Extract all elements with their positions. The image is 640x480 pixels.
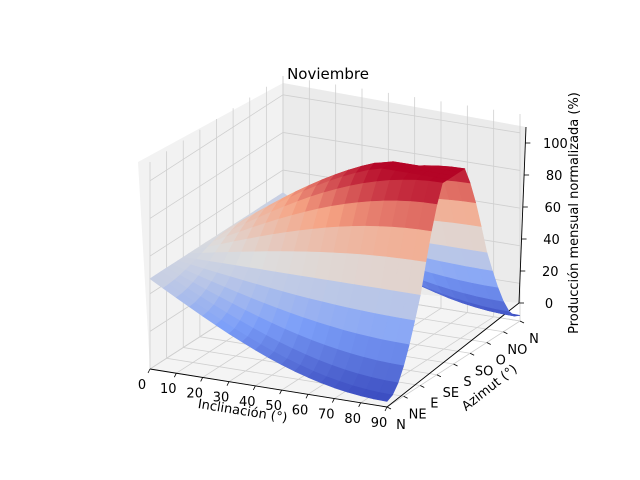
x-tick-mark bbox=[384, 406, 388, 412]
y-tick-label: SO bbox=[475, 364, 493, 379]
x-tick-label: 90 bbox=[371, 416, 388, 431]
x-tick-mark bbox=[147, 368, 151, 374]
y-tick-mark bbox=[420, 385, 425, 388]
y-tick-label: N bbox=[396, 418, 406, 433]
x-tick-label: 60 bbox=[292, 403, 309, 418]
y-tick-label: E bbox=[430, 397, 438, 412]
x-tick-mark bbox=[173, 373, 177, 378]
x-tick-label: 50 bbox=[265, 399, 282, 414]
x-tick-mark bbox=[226, 381, 230, 386]
z-axis-label: Producción mensual normalizada (%) bbox=[567, 92, 582, 334]
axis-edges bbox=[149, 126, 527, 408]
tick-labels: 0 10 20 30 40 50 60 70 80 90 NNEESESSOONON02040608… bbox=[138, 137, 568, 433]
x-tick-label: 10 bbox=[160, 382, 177, 397]
x-tick-label: 20 bbox=[186, 386, 203, 401]
x-tick-mark bbox=[279, 389, 283, 395]
y-tick-mark bbox=[503, 331, 508, 335]
x-tick-label: 40 bbox=[239, 395, 256, 410]
x-tick-label: 70 bbox=[318, 408, 335, 423]
y-tick-mark bbox=[519, 320, 525, 324]
x-tick-label: 30 bbox=[213, 391, 230, 406]
z-tick-label: 0 bbox=[545, 297, 553, 312]
z-tick-label: 80 bbox=[546, 169, 563, 184]
y-tick-label: S bbox=[463, 375, 471, 390]
y-tick-label: O bbox=[496, 354, 506, 369]
y-tick-mark bbox=[469, 352, 475, 356]
x-tick-mark bbox=[305, 394, 309, 399]
y-tick-mark bbox=[403, 395, 408, 399]
x-tick-mark bbox=[200, 377, 204, 382]
z-tick-label: 100 bbox=[543, 137, 568, 152]
surface-patch bbox=[373, 392, 394, 402]
chart-title: Noviembre bbox=[287, 65, 369, 83]
z-tick-label: 20 bbox=[542, 265, 559, 280]
y-tick-mark bbox=[486, 342, 491, 345]
x-tick-label: 0 bbox=[138, 378, 146, 393]
y-tick-label: SE bbox=[443, 386, 459, 401]
surface bbox=[149, 161, 521, 402]
z-tick-label: 60 bbox=[545, 201, 562, 216]
y-tick-label: NE bbox=[409, 407, 427, 422]
z-tick-label: 40 bbox=[543, 233, 560, 248]
x-tick-label: 80 bbox=[344, 412, 361, 427]
y-tick-label: N bbox=[529, 332, 539, 347]
y-tick-mark bbox=[436, 374, 442, 378]
y-tick-mark bbox=[386, 406, 392, 410]
y-tick-mark bbox=[453, 363, 458, 367]
x-tick-mark bbox=[252, 385, 256, 391]
y-tick-label: NO bbox=[507, 343, 527, 358]
x-tick-mark bbox=[331, 398, 335, 403]
x-tick-mark bbox=[358, 402, 362, 407]
